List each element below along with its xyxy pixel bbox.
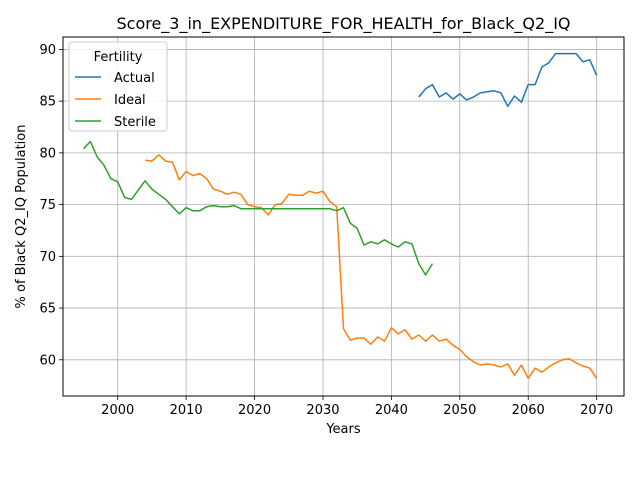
legend-box <box>68 41 168 132</box>
y-tick-label: 65 <box>39 302 56 317</box>
legend: Fertility Actual Ideal Sterile <box>68 41 168 132</box>
y-tick-label: 85 <box>39 95 56 110</box>
x-tick-label: 2040 <box>375 403 408 418</box>
x-tick-label: 2070 <box>580 403 613 418</box>
series-line-ideal <box>144 154 598 380</box>
y-tick-label: 70 <box>39 250 56 265</box>
y-tick-label: 60 <box>39 353 56 368</box>
x-tick-label: 2030 <box>306 403 339 418</box>
legend-label-sterile: Sterile <box>114 115 156 130</box>
y-tick-label: 80 <box>39 146 56 161</box>
series-layer <box>82 52 598 380</box>
x-tick-label: 2010 <box>170 403 203 418</box>
plot-frame <box>62 36 625 397</box>
legend-label-actual: Actual <box>114 71 155 86</box>
series-line-actual <box>418 52 598 108</box>
y-axis: 60 65 70 75 80 85 90 <box>39 43 63 368</box>
x-axis-label: Years <box>325 422 361 437</box>
x-tick-label: 2020 <box>238 403 271 418</box>
grid <box>63 37 624 396</box>
chart-title: Score_3_in_EXPENDITURE_FOR_HEALTH_for_Bl… <box>116 14 570 34</box>
series-line-sterile <box>82 140 434 276</box>
x-tick-label: 2060 <box>512 403 545 418</box>
x-axis: 2000 2010 2020 2030 2040 2050 2060 2070 <box>101 396 613 418</box>
y-tick-label: 75 <box>39 198 56 213</box>
x-tick-label: 2000 <box>101 403 134 418</box>
x-tick-label: 2050 <box>443 403 476 418</box>
legend-label-ideal: Ideal <box>114 93 146 108</box>
y-tick-label: 90 <box>39 43 56 58</box>
legend-title: Fertility <box>94 50 143 65</box>
y-axis-label: % of Black Q2_IQ Population <box>14 125 29 309</box>
